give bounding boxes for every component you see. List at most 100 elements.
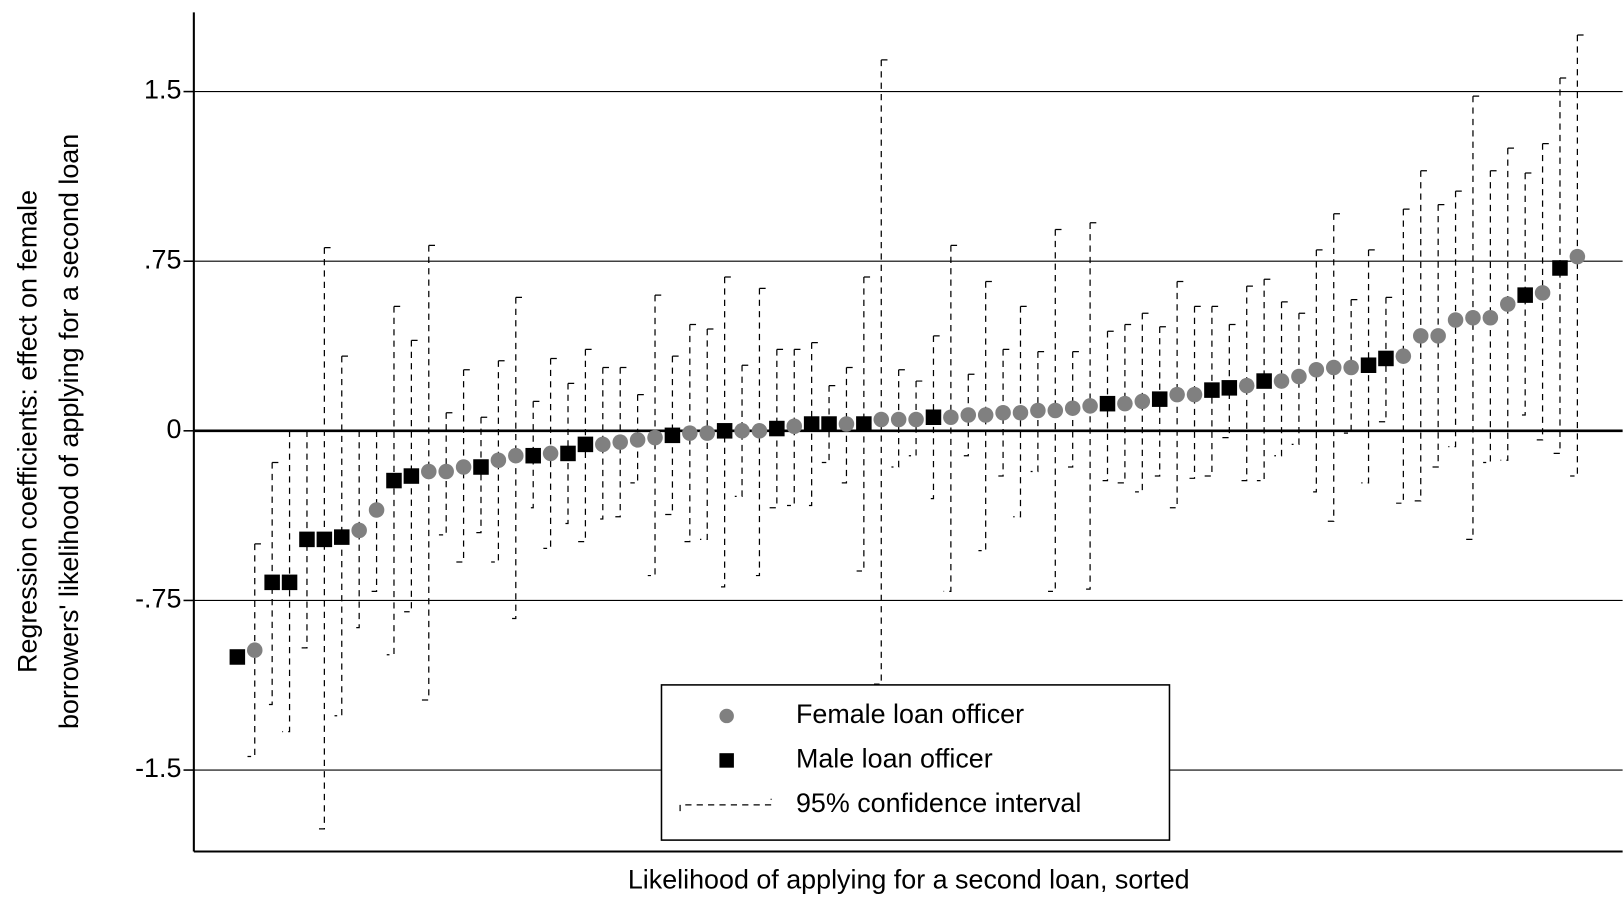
point-female (1430, 328, 1446, 344)
point-male (473, 459, 489, 475)
confidence-interval (717, 276, 732, 588)
confidence-interval (282, 430, 297, 733)
confidence-interval (1500, 147, 1516, 461)
confidence-interval (1135, 312, 1150, 493)
confidence-interval (752, 287, 767, 577)
point-male (769, 420, 785, 437)
confidence-interval (247, 543, 262, 758)
x-axis-label: Likelihood of applying for a second loan… (628, 865, 1190, 895)
confidence-interval (1413, 170, 1428, 502)
y-tick-label: -1.5 (135, 753, 181, 783)
confidence-interval (438, 412, 454, 536)
legend: Female loan officer Male loan officer 95% … (660, 684, 1171, 841)
point-female (960, 407, 977, 423)
point-female (1395, 348, 1412, 364)
confidence-interval (1361, 249, 1376, 484)
point-female (351, 522, 367, 539)
confidence-interval (1343, 299, 1359, 434)
confidence-interval (351, 430, 367, 629)
point-male (1204, 382, 1220, 398)
point-female (699, 425, 715, 441)
point-female (595, 436, 611, 453)
point-female (1273, 373, 1290, 389)
confidence-interval (421, 244, 437, 701)
confidence-interval (769, 348, 785, 509)
confidence-interval (1483, 170, 1498, 464)
confidence-interval (978, 280, 993, 552)
point-female (1447, 312, 1464, 328)
confidence-interval (1065, 351, 1080, 468)
point-female (943, 409, 959, 426)
confidence-interval (1570, 34, 1585, 477)
y-tick-label: 0 (166, 414, 181, 444)
point-female (1064, 400, 1081, 416)
point-female (1308, 361, 1325, 378)
point-female (682, 425, 698, 441)
confidence-interval (473, 416, 489, 534)
confidence-interval (1517, 172, 1533, 416)
point-female (873, 411, 890, 428)
point-female (1186, 386, 1203, 403)
point-female (455, 459, 472, 475)
confidence-interval (1013, 305, 1028, 518)
y-axis-label: Regression coefficients: effect on femal… (12, 134, 83, 729)
point-male (821, 416, 837, 432)
confidence-interval (787, 348, 802, 507)
point-female (246, 642, 263, 658)
point-male (1256, 373, 1272, 389)
point-male (403, 468, 420, 484)
confidence-interval (804, 341, 819, 507)
confidence-interval (334, 355, 350, 717)
point-female (421, 463, 437, 480)
confidence-interval (543, 357, 558, 550)
point-female (995, 404, 1011, 421)
point-female (751, 423, 768, 439)
confidence-interval (264, 461, 280, 706)
point-female (490, 452, 507, 468)
confidence-interval (1030, 351, 1046, 473)
point-male (803, 416, 820, 432)
confidence-interval (1430, 204, 1446, 468)
point-male (334, 529, 350, 545)
point-female (890, 411, 907, 428)
confidence-interval (1169, 280, 1185, 509)
confidence-interval (595, 366, 611, 520)
confidence-interval (1291, 312, 1307, 446)
confidence-interval (1187, 305, 1202, 479)
point-female (629, 432, 646, 448)
confidence-interval (1465, 95, 1481, 540)
point-female (908, 411, 924, 428)
point-male (386, 472, 402, 489)
confidence-interval (1222, 323, 1237, 439)
confidence-interval (1396, 208, 1411, 504)
legend-box (660, 684, 1171, 841)
confidence-interval (1535, 142, 1550, 441)
confidence-interval (508, 296, 524, 620)
point-female (1569, 248, 1586, 265)
point-female (1500, 296, 1516, 312)
confidence-interval (926, 335, 941, 500)
point-male (1517, 287, 1533, 303)
confidence-interval (943, 244, 959, 593)
point-female (647, 429, 663, 446)
point-female (542, 445, 559, 462)
legend-swatch (679, 798, 772, 812)
point-male (716, 423, 733, 439)
confidence-interval (630, 394, 645, 484)
point-female (1082, 398, 1098, 414)
point-female (1030, 402, 1046, 419)
legend-label: Male loan officer (796, 744, 993, 774)
y-axis-label-line: Regression coefficients: effect on femal… (12, 190, 42, 673)
confidence-interval (578, 348, 593, 543)
point-female (438, 463, 454, 480)
y-axis-label-line: borrowers' likelihood of applying for a … (54, 134, 84, 729)
y-tick-label: .75 (144, 244, 181, 274)
point-male (299, 531, 315, 548)
confidence-interval (456, 369, 471, 563)
confidence-interval (891, 369, 906, 468)
confidence-interval (1204, 305, 1220, 477)
confidence-interval (908, 380, 924, 457)
point-female (1169, 386, 1185, 403)
point-male (281, 574, 298, 591)
